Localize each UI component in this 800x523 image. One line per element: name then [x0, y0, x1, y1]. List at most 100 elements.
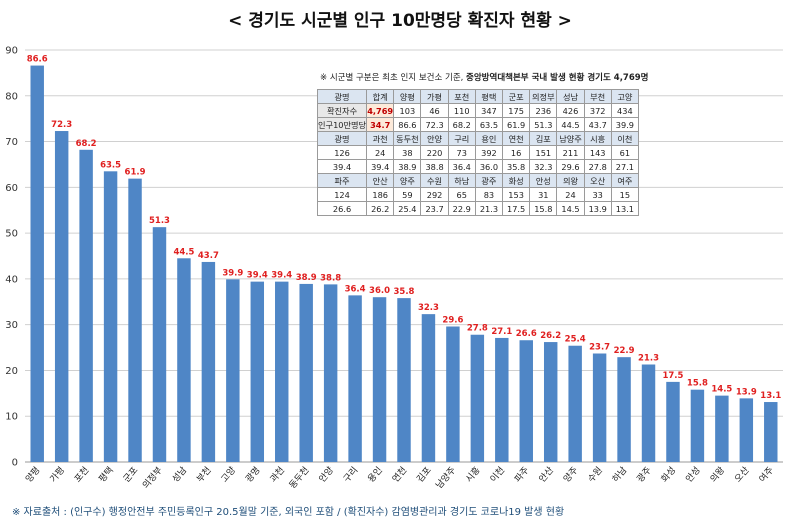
table-cell: 38	[393, 145, 422, 160]
table-cell: 오산	[583, 173, 612, 188]
value-label: 36.0	[369, 286, 390, 296]
x-tick-label: 가평	[48, 465, 67, 485]
table-cell: 군포	[502, 89, 531, 104]
x-tick-label: 광주	[634, 464, 654, 484]
table-row: 26.6 26.2 25.4 23.7 22.9 21.3 17.5 15.8 …	[316, 201, 639, 216]
table-cell: 안성	[529, 173, 558, 188]
table-cell: 26.6	[316, 201, 368, 216]
table-cell: 29.6	[556, 159, 585, 174]
x-tick-label: 의왕	[708, 465, 727, 485]
table-cell: 하남	[447, 173, 476, 188]
header-cell-region: 광명	[316, 89, 368, 104]
table-cell: 양평	[393, 89, 422, 104]
y-tick-label: 40	[5, 274, 18, 285]
bar	[201, 261, 216, 462]
table-cell: 광주	[474, 173, 504, 188]
table-cell: 22.9	[447, 201, 476, 216]
table-row: 인구10만명당 34.7 86.6 72.3 68.2 63.5 61.9 51…	[316, 117, 639, 132]
table-cell: 175	[502, 103, 531, 118]
note-prefix: ※ 시군별 구분은 최초 인지 보건소 기준,	[320, 73, 464, 83]
x-tick-label: 오산	[733, 465, 752, 485]
value-label: 21.3	[638, 353, 659, 363]
table-cell: 23.7	[420, 201, 449, 216]
table-cell: 파주	[316, 173, 368, 188]
value-label: 15.8	[687, 379, 708, 389]
x-tick-label: 연천	[390, 465, 409, 485]
bar	[226, 279, 240, 462]
bar	[568, 345, 582, 462]
table-cell: 72.3	[420, 117, 449, 132]
y-tick-label: 90	[5, 46, 18, 57]
table-cell: 426	[556, 103, 585, 118]
bar	[152, 227, 167, 462]
table-cell: 61.9	[502, 117, 531, 132]
total-cases-cell: 4,769	[366, 103, 395, 118]
table-cell: 46	[420, 103, 449, 118]
value-label: 25.4	[565, 335, 586, 345]
table-cell: 부천	[583, 89, 612, 104]
x-tick-label: 포천	[72, 465, 91, 485]
table-row: 39.4 39.4 38.9 38.8 36.4 36.0 35.8 32.3 …	[316, 159, 639, 174]
bar	[348, 295, 362, 462]
table-cell: 가평	[420, 89, 449, 104]
x-tick-label: 안양	[317, 465, 336, 485]
x-tick-label: 안산	[537, 465, 556, 485]
y-tick-label: 30	[5, 320, 18, 331]
x-tick-label: 성남	[170, 465, 189, 485]
table-cell: 151	[529, 145, 558, 160]
table-note: ※ 시군별 구분은 최초 인지 보건소 기준, 중앙방역대책본부 국내 발생 현…	[320, 71, 649, 83]
table-cell: 27.8	[583, 159, 612, 174]
table-row: 124 186 59 292 65 83 153 31 24 33 15	[316, 187, 639, 202]
table-cell: 434	[610, 103, 639, 118]
value-label: 27.1	[491, 327, 512, 337]
case-table: 광명 합계 양평 가평 포천 평택 군포 의정부 성남 부천 고양 확진자수 4…	[316, 89, 639, 216]
bar	[470, 334, 485, 462]
x-tick-label: 시흥	[463, 464, 483, 484]
value-label: 39.4	[271, 271, 292, 281]
header-cell-total: 합계	[366, 89, 395, 104]
bar	[690, 389, 705, 462]
table-cell: 39.9	[610, 117, 639, 132]
value-label: 26.2	[540, 331, 561, 341]
bar	[128, 178, 142, 462]
table-cell: 39.4	[316, 159, 368, 174]
table-cell: 292	[420, 187, 449, 202]
bar	[666, 381, 680, 462]
table-row: 확진자수 4,769 103 46 110 347 175 236 426 37…	[316, 103, 639, 118]
table-cell: 63.5	[474, 117, 504, 132]
bar	[250, 281, 265, 462]
table-cell: 86.6	[393, 117, 422, 132]
y-tick-label: 80	[5, 91, 18, 102]
table-cell: 186	[366, 187, 395, 202]
table-cell: 211	[556, 145, 585, 160]
table-cell: 65	[447, 187, 476, 202]
value-label: 22.9	[614, 346, 635, 356]
bar	[446, 326, 460, 462]
y-tick-label: 0	[12, 458, 18, 469]
bar	[617, 357, 631, 462]
table-cell: 여주	[610, 173, 639, 188]
x-tick-label: 구리	[341, 465, 360, 485]
x-tick-label: 파주	[512, 465, 531, 485]
value-label: 36.4	[345, 284, 366, 294]
bar	[30, 65, 44, 462]
table-cell: 110	[447, 103, 476, 118]
table-cell: 김포	[529, 131, 558, 146]
x-tick-label: 여주	[756, 464, 776, 484]
table-cell: 이천	[610, 131, 639, 146]
x-tick-label: 용인	[366, 465, 385, 485]
x-tick-label: 이천	[488, 465, 507, 485]
value-label: 63.5	[100, 160, 121, 170]
table-cell: 의정부	[529, 89, 558, 104]
table-cell: 시흥	[583, 131, 612, 146]
table-cell: 24	[366, 145, 395, 160]
x-tick-label: 부천	[195, 465, 214, 485]
note-bold: 중앙방역대책본부 국내 발생 현황 경기도 4,769명	[466, 73, 649, 83]
table-cell: 35.8	[502, 159, 531, 174]
value-label: 72.3	[51, 120, 72, 130]
table-cell: 143	[583, 145, 612, 160]
bar	[519, 340, 533, 462]
value-label: 51.3	[149, 216, 170, 226]
table-row: 파주 안산 양주 수원 하남 광주 화성 안성 의왕 오산 여주	[316, 173, 639, 188]
